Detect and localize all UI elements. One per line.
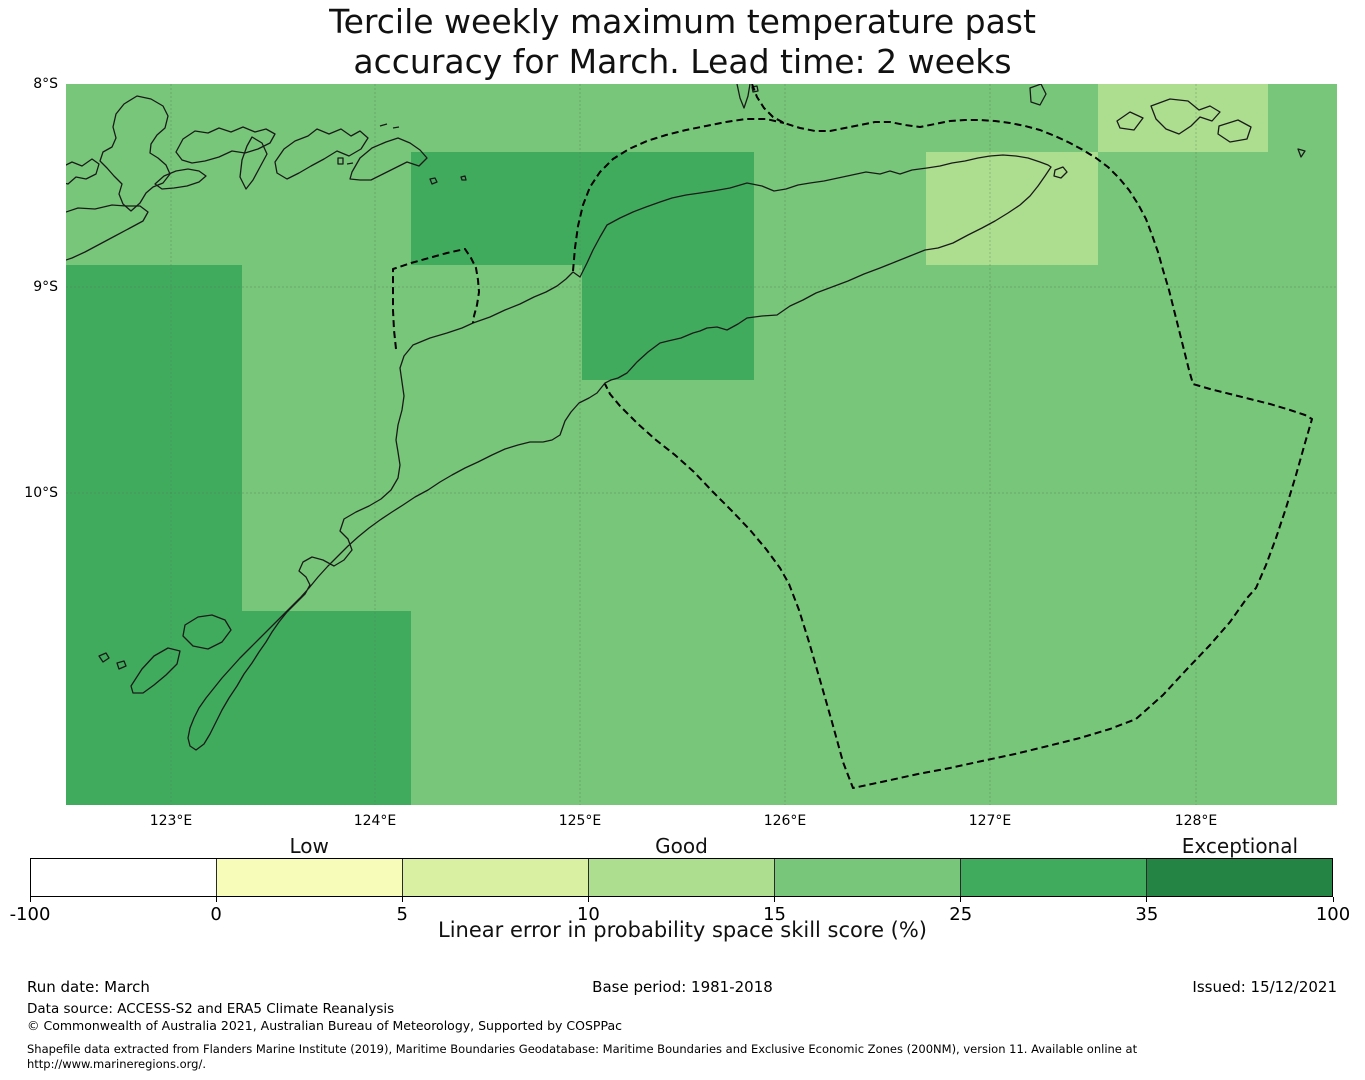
colorbar-segment <box>1147 859 1332 896</box>
skill-map <box>66 84 1337 805</box>
coastline-path <box>751 85 759 93</box>
copyright-label: © Commonwealth of Australia 2021, Austra… <box>27 1018 622 1033</box>
colorbar-tick-label: 35 <box>1135 904 1159 925</box>
figure-title-line2: accuracy for March. Lead time: 2 weeks <box>353 42 1012 81</box>
latitude-tick-label: 8°S <box>33 76 58 92</box>
coastline-path <box>98 652 110 663</box>
colorbar-tickmark <box>29 897 31 902</box>
latitude-tick-label: 10°S <box>24 485 58 501</box>
coastline-path <box>1297 148 1306 158</box>
coastline-path <box>130 647 181 694</box>
shapefile-attribution: Shapefile data extracted from Flanders M… <box>27 1042 1337 1072</box>
colorbar-segment <box>775 859 961 896</box>
longitude-tick-label: 124°E <box>353 813 397 829</box>
colorbar-segment <box>589 859 775 896</box>
colorbar-tick-label: 15 <box>763 904 787 925</box>
coastline-path <box>99 95 171 212</box>
longitude-tick-label: 123°E <box>149 813 193 829</box>
coastline-path <box>274 128 369 180</box>
colorbar-tick-label: 100 <box>1315 904 1351 925</box>
coastline-path <box>66 158 100 185</box>
colorbar-tickmark <box>1332 897 1334 902</box>
coastline-path <box>1053 166 1068 179</box>
colorbar: -100 0 5 10 15 25 35 100 Low Good Exceptional <box>10 834 1351 925</box>
longitude-tick-label: 125°E <box>558 813 602 829</box>
longitude-tick-label: 127°E <box>968 813 1012 829</box>
colorbar-tickmark <box>587 897 589 902</box>
colorbar-segment <box>403 859 589 896</box>
colorbar-tick-label: -100 <box>9 904 51 925</box>
coastline-path <box>349 137 428 181</box>
run-date-label: Run date: March <box>27 978 150 996</box>
coastline-path <box>187 154 1052 751</box>
colorbar-tickmark <box>774 897 776 902</box>
colorbar-tickmark <box>401 897 403 902</box>
shapefile-attribution-line2: http://www.marineregions.org/. <box>27 1057 206 1071</box>
colorbar-tick-label: 10 <box>576 904 600 925</box>
colorbar-tickmark <box>1146 897 1148 902</box>
coastline-path <box>116 660 127 670</box>
eez-boundary-path <box>392 248 480 350</box>
longitude-tick-label: 126°E <box>763 813 807 829</box>
skill-cell <box>1098 84 1268 152</box>
base-period-label: Base period: 1981-2018 <box>592 978 773 996</box>
skill-cell <box>582 152 754 380</box>
colorbar-segment <box>217 859 403 896</box>
colorbar-segment <box>31 859 217 896</box>
coastline-path <box>429 177 438 185</box>
latitude-tick-label: 9°S <box>33 279 58 295</box>
skill-cell <box>926 152 1098 265</box>
colorbar-segment <box>961 859 1147 896</box>
colorbar-segments <box>30 858 1333 897</box>
coastline-path <box>1150 98 1221 135</box>
coastline-path <box>239 136 268 190</box>
figure-title: Tercile weekly maximum temperature past … <box>0 2 1365 82</box>
colorbar-tickmark <box>215 897 217 902</box>
colorbar-axis-label: Linear error in probability space skill … <box>438 918 927 942</box>
issued-date-label: Issued: 15/12/2021 <box>1192 978 1337 996</box>
skill-cell <box>411 152 582 265</box>
colorbar-tick-label: 5 <box>396 904 408 925</box>
colorbar-tick-label: 25 <box>949 904 973 925</box>
coastline-path <box>379 123 388 127</box>
coastline-path <box>175 126 276 164</box>
coastline-path <box>66 204 149 261</box>
coastline-path <box>1217 119 1252 143</box>
colorbar-class-label: Exceptional <box>1181 834 1299 858</box>
data-source-label: Data source: ACCESS-S2 and ERA5 Climate … <box>27 1001 395 1017</box>
longitude-tick-label: 128°E <box>1174 813 1218 829</box>
eez-boundary-path <box>572 118 785 272</box>
eez-boundary-path <box>604 84 1313 789</box>
colorbar-class-label: Good <box>655 834 708 858</box>
colorbar-class-label: Low <box>289 834 329 858</box>
coastline-path <box>182 614 232 650</box>
coastline-path <box>460 175 467 181</box>
colorbar-tickmark <box>960 897 962 902</box>
coastline-path <box>154 168 207 190</box>
coastline-path <box>392 126 400 129</box>
coastline-path <box>736 84 751 109</box>
coastline-path <box>1029 84 1047 106</box>
figure-title-line1: Tercile weekly maximum temperature past <box>329 2 1036 41</box>
coastline-path <box>337 157 344 165</box>
coastline-path <box>346 162 354 165</box>
skill-cell <box>66 611 411 805</box>
coastline-path <box>1116 111 1144 131</box>
shapefile-attribution-line1: Shapefile data extracted from Flanders M… <box>27 1042 1138 1056</box>
colorbar-tick-label: 0 <box>210 904 222 925</box>
